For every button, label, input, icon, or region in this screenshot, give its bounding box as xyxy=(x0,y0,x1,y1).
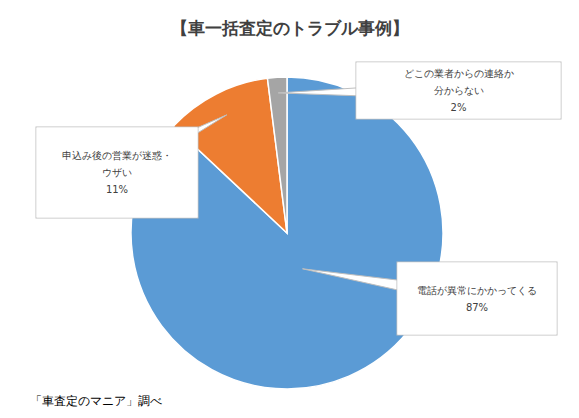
category-label: 電話が異常にかかってくる xyxy=(417,285,537,296)
callout-box xyxy=(36,127,198,218)
value-label: 2% xyxy=(451,102,467,113)
callout-box xyxy=(356,62,561,119)
callout-fill xyxy=(357,63,561,119)
pie xyxy=(131,77,443,389)
labels: 電話が異常にかかってくる 87% 申込み後の営業が迷惑・ウザい 11% どこの業者からの… xyxy=(36,62,561,335)
title: 【車一括査定のトラブル事例】 xyxy=(171,18,409,38)
category-label: どこの業者からの連絡か xyxy=(404,68,514,79)
slice xyxy=(267,77,287,233)
value-label: 87% xyxy=(466,302,488,313)
slice xyxy=(131,77,443,389)
category-label: 申込み後の営業が迷惑・ xyxy=(62,150,172,161)
annotation: 「車査定のマニア」調べ xyxy=(30,394,162,408)
callout-fill xyxy=(398,263,557,335)
callout-box xyxy=(397,262,557,335)
category-label: ウザい xyxy=(102,167,132,178)
callout-fill xyxy=(37,128,198,218)
value-label: 11% xyxy=(106,184,128,195)
category-label: 分からない xyxy=(434,85,484,96)
chart: 【車一括査定のトラブル事例】電話が異常にかかってくる 87% 申込み後の営業が迷惑・… xyxy=(0,0,579,418)
